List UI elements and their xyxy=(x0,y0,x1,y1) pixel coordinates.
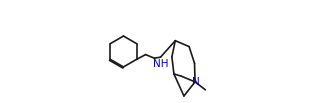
Text: NH: NH xyxy=(153,59,168,69)
Text: N: N xyxy=(192,77,200,87)
